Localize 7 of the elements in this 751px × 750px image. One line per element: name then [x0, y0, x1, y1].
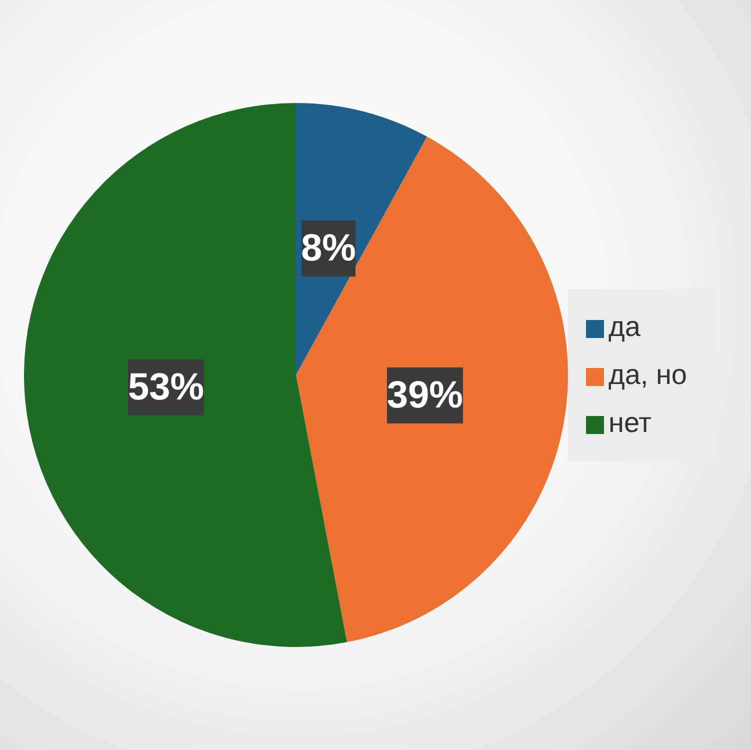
legend-label: да: [608, 311, 640, 342]
pie-slice: [296, 136, 568, 642]
data-label: 53%: [128, 366, 204, 408]
data-label: 39%: [386, 374, 463, 416]
legend-label: нет: [608, 407, 652, 438]
data-label: 8%: [301, 228, 356, 270]
legend-label: да, но: [608, 359, 687, 390]
